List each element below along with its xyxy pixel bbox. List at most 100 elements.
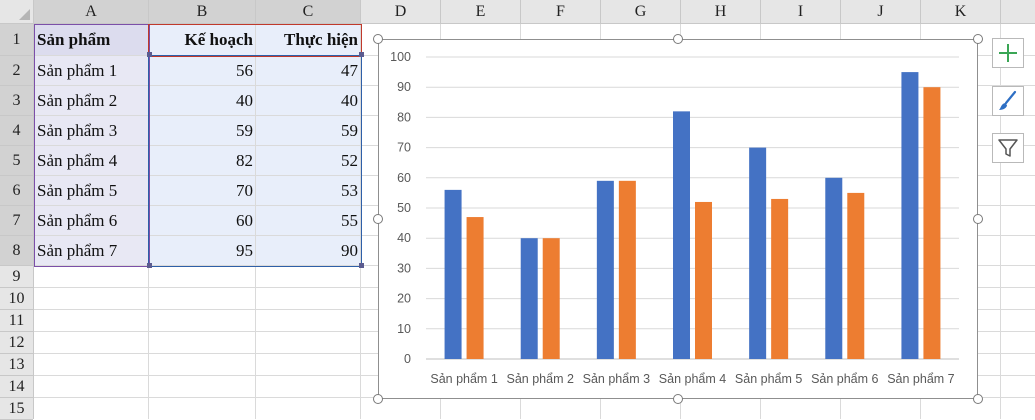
value-cell[interactable]: 53 [341, 181, 358, 200]
value-cell[interactable]: 47 [341, 61, 358, 80]
column-header-f[interactable]: F [521, 0, 601, 23]
y-tick-label: 0 [404, 352, 411, 366]
row-headers: 1 2 3 4 5 6 7 8 9 10 11 12 13 14 15 [0, 24, 34, 420]
column-header-k[interactable]: K [921, 0, 1001, 23]
column-header-g[interactable]: G [601, 0, 681, 23]
x-tick-label: Sản phẩm 3 [583, 372, 650, 386]
value-cell[interactable]: 82 [236, 151, 253, 170]
row-header-15[interactable]: 15 [0, 398, 33, 420]
value-cell[interactable]: 55 [341, 211, 358, 230]
chart-resize-handle[interactable] [973, 394, 983, 404]
range-corner-handle[interactable] [147, 263, 152, 268]
range-corner-handle[interactable] [359, 52, 364, 57]
column-header-e[interactable]: E [441, 0, 521, 23]
value-cell[interactable]: 59 [341, 121, 358, 140]
value-cell[interactable]: 90 [341, 241, 358, 260]
value-cell[interactable]: 95 [236, 241, 253, 260]
select-all-corner[interactable] [0, 0, 34, 24]
row-header-3[interactable]: 3 [0, 86, 33, 116]
chart-resize-handle[interactable] [373, 214, 383, 224]
row-header-14[interactable]: 14 [0, 376, 33, 398]
y-tick-label: 70 [397, 141, 411, 155]
value-cell[interactable]: 40 [341, 91, 358, 110]
value-cell[interactable]: 56 [236, 61, 253, 80]
bar-series1-1 [444, 189, 462, 359]
column-chart[interactable]: 0 10 20 30 40 50 60 70 80 90 100 Sản phẩm 1 Sản phẩm… [378, 39, 978, 399]
product-cell[interactable]: Sản phẩm 6 [37, 211, 118, 230]
chart-resize-handle[interactable] [673, 394, 683, 404]
product-cell[interactable]: Sản phẩm 3 [37, 121, 118, 140]
row-header-1[interactable]: 1 [0, 24, 33, 56]
product-cell[interactable]: Sản phẩm 5 [37, 181, 118, 200]
y-tick-label: 30 [397, 261, 411, 275]
chart-resize-handle[interactable] [373, 394, 383, 404]
value-cell[interactable]: 70 [236, 181, 253, 200]
chart-resize-handle[interactable] [973, 214, 983, 224]
row-header-13[interactable]: 13 [0, 354, 33, 376]
chart-elements-button[interactable] [992, 38, 1024, 68]
range-corner-handle[interactable] [147, 52, 152, 57]
header-cell[interactable]: Kế hoạch [184, 30, 253, 49]
value-cell[interactable]: 60 [236, 211, 253, 230]
chart-styles-button[interactable] [992, 86, 1024, 116]
header-cell[interactable]: Thực hiện [284, 30, 358, 49]
row-header-11[interactable]: 11 [0, 310, 33, 332]
chart-resize-handle[interactable] [373, 34, 383, 44]
bar-series2-5 [771, 198, 789, 359]
bar-series2-1 [466, 217, 484, 359]
row-header-2[interactable]: 2 [0, 56, 33, 86]
y-tick-label: 60 [397, 171, 411, 185]
x-tick-label: Sản phẩm 1 [430, 372, 497, 386]
value-cell[interactable]: 52 [341, 151, 358, 170]
column-header-h[interactable]: H [681, 0, 761, 23]
row-header-6[interactable]: 6 [0, 176, 33, 206]
bar-series1-7 [901, 72, 919, 359]
row-header-4[interactable]: 4 [0, 116, 33, 146]
column-header-a[interactable]: A [34, 0, 149, 23]
row-header-12[interactable]: 12 [0, 332, 33, 354]
bar-series2-4 [695, 201, 712, 359]
bar-series1-6 [825, 177, 843, 359]
filter-icon [998, 139, 1018, 157]
row-header-5[interactable]: 5 [0, 146, 33, 176]
active-cell-fill [34, 24, 149, 56]
product-cell[interactable]: Sản phẩm 1 [37, 61, 118, 80]
row-header-10[interactable]: 10 [0, 288, 33, 310]
chart-filters-button[interactable] [992, 133, 1024, 163]
row-header-7[interactable]: 7 [0, 206, 33, 236]
chart-plot: 0 10 20 30 40 50 60 70 80 90 100 Sản phẩm 1 Sản phẩm… [390, 50, 959, 386]
range-corner-handle[interactable] [359, 263, 364, 268]
column-header-d[interactable]: D [361, 0, 441, 23]
product-cell[interactable]: Sản phẩm 7 [37, 241, 118, 260]
y-tick-label: 40 [397, 231, 411, 245]
bar-series2-3 [618, 180, 636, 359]
value-cell[interactable]: 40 [236, 91, 253, 110]
row-header-8[interactable]: 8 [0, 236, 33, 266]
bar-series2-6 [847, 192, 865, 359]
column-header-i[interactable]: I [761, 0, 841, 23]
bar-series2-2 [542, 238, 560, 359]
value-cell[interactable]: 59 [236, 121, 253, 140]
plus-icon [999, 44, 1017, 62]
y-tick-label: 50 [397, 201, 411, 215]
x-tick-label: Sản phẩm 4 [659, 372, 726, 386]
x-tick-label: Sản phẩm 2 [507, 372, 574, 386]
chart-resize-handle[interactable] [673, 34, 683, 44]
chart-resize-handle[interactable] [973, 34, 983, 44]
column-header-b[interactable]: B [149, 0, 256, 23]
column-header-j[interactable]: J [841, 0, 921, 23]
x-tick-label: Sản phẩm 7 [887, 372, 954, 386]
y-tick-label: 90 [397, 80, 411, 94]
grid-vline [360, 24, 361, 419]
bar-series1-5 [749, 147, 767, 359]
product-cell[interactable]: Sản phẩm 4 [37, 151, 118, 170]
header-cell[interactable]: Sản phẩm [37, 30, 111, 49]
y-tick-label: 80 [397, 110, 411, 124]
x-tick-label: Sản phẩm 5 [735, 372, 802, 386]
row-header-9[interactable]: 9 [0, 266, 33, 288]
column-header-c[interactable]: C [256, 0, 361, 23]
grid-vline [255, 24, 256, 419]
product-cell[interactable]: Sản phẩm 2 [37, 91, 118, 110]
